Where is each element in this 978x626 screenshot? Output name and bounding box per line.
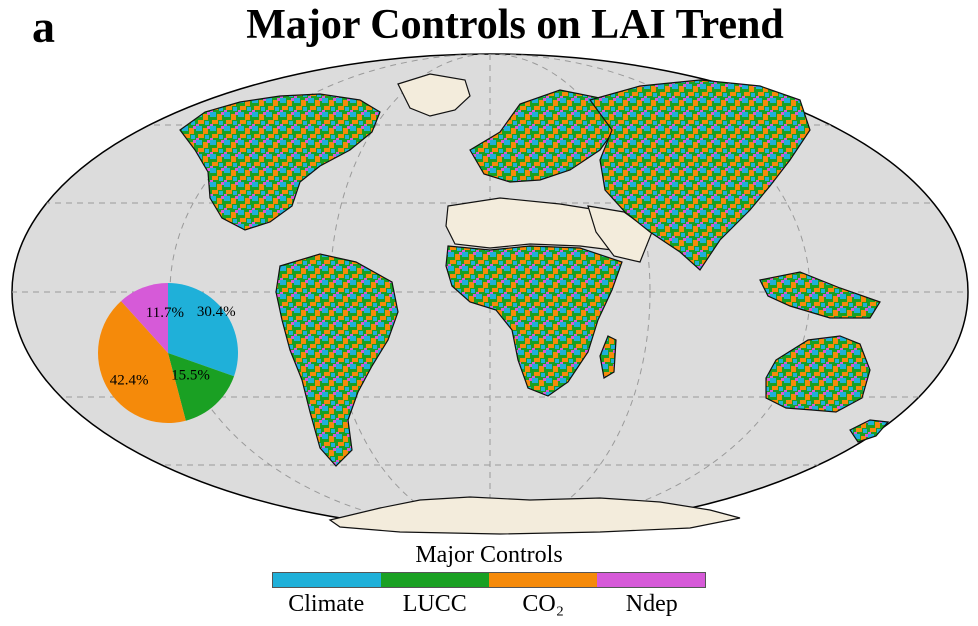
legend-label-ndep: Ndep	[625, 591, 678, 617]
pie-slice-lucc	[168, 353, 235, 421]
pie-label-co2: 42.4%	[110, 372, 149, 388]
southeast-asia	[759, 271, 881, 319]
map-title: Major Controls on LAI Trend	[246, 2, 784, 48]
panel-label: a	[32, 1, 55, 52]
greenland	[397, 73, 471, 117]
legend-colorbar	[272, 572, 706, 588]
pie-label-climate: 30.4%	[197, 304, 236, 320]
africa	[445, 245, 623, 397]
antarctica	[328, 496, 741, 535]
legend-label-climate: Climate	[288, 591, 365, 617]
australia	[765, 335, 871, 413]
pie-slice-ndep	[121, 283, 168, 353]
pie-slice-climate	[168, 283, 239, 377]
pie-label-lucc: 15.5%	[171, 367, 210, 383]
pie-slice-co2	[98, 301, 186, 423]
legend-label-lucc: LUCC	[402, 591, 467, 617]
new-zealand	[849, 419, 890, 443]
legend-swatch-co2	[489, 573, 597, 587]
madagascar	[599, 335, 617, 379]
arabia	[587, 205, 653, 263]
world-map: 30.4% 15.5% 42.4% 11.7%	[11, 53, 969, 535]
pie-chart: 30.4% 15.5% 42.4% 11.7%	[98, 283, 239, 423]
legend-swatch-ndep	[597, 573, 705, 587]
asia	[589, 79, 811, 271]
legend-label-co2: CO₂	[522, 591, 565, 617]
legend-labels: Climate LUCC CO₂ Ndep	[272, 592, 706, 616]
north-america	[179, 93, 381, 231]
south-america	[275, 253, 399, 467]
legend-swatch-climate	[273, 573, 381, 587]
legend-swatch-lucc	[381, 573, 489, 587]
legend-title: Major Controls	[415, 542, 563, 568]
land-major-controls	[179, 79, 890, 467]
land-no-data	[328, 73, 741, 535]
pie-label-ndep: 11.7%	[146, 305, 184, 321]
